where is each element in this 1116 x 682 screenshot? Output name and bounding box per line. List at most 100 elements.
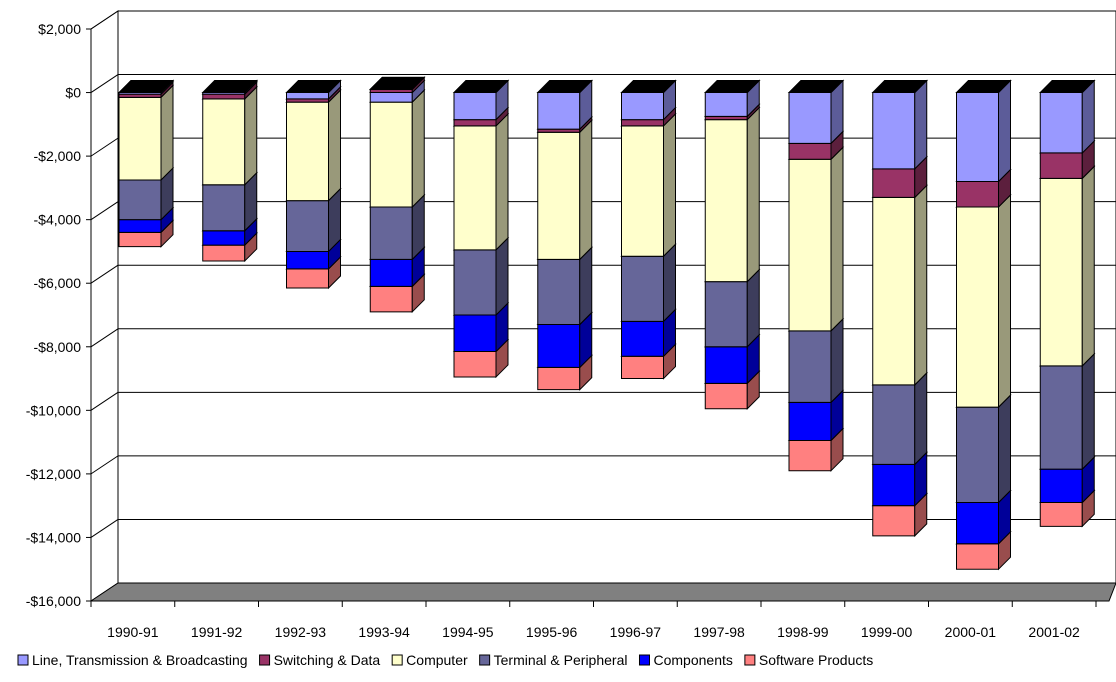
bar-front xyxy=(369,101,413,208)
bar-cap xyxy=(536,80,593,94)
legend-label: Line, Transmission & Broadcasting xyxy=(32,652,248,668)
bar-cap xyxy=(955,80,1012,94)
bar-cap xyxy=(369,76,426,90)
bar-front xyxy=(704,281,748,348)
bar-segment xyxy=(117,84,175,182)
bar-front xyxy=(872,92,916,170)
bar-front xyxy=(118,179,162,221)
gridline-side xyxy=(90,264,119,284)
bar-front xyxy=(537,324,581,368)
bar-segment xyxy=(285,88,342,202)
bar-side xyxy=(998,79,1011,183)
x-tick-label: 1996-97 xyxy=(610,624,662,640)
plot-area xyxy=(89,10,1116,602)
bar-front xyxy=(704,346,748,384)
bar-cap xyxy=(620,80,677,94)
bar-segment xyxy=(871,184,928,387)
x-tick-label: 1998-99 xyxy=(777,624,829,640)
y-tick-label: -$16,000 xyxy=(26,593,81,609)
bar-front xyxy=(872,384,916,465)
bar-side xyxy=(160,84,174,182)
gridline-side xyxy=(90,391,119,411)
bar-front xyxy=(788,158,832,332)
bar-front xyxy=(537,92,581,130)
x-tick-label: 1995-96 xyxy=(526,624,578,640)
bar-front xyxy=(369,258,413,287)
bar-stack xyxy=(536,79,593,391)
bar-side xyxy=(663,112,676,258)
gridline-side xyxy=(90,328,119,348)
legend-item: Software Products xyxy=(744,652,873,668)
bar-side xyxy=(830,317,844,404)
bar-front xyxy=(704,382,748,410)
bar-front xyxy=(621,320,664,357)
bar-front xyxy=(1039,501,1083,527)
bar-side xyxy=(663,243,676,323)
y-tick-label: $0 xyxy=(65,85,81,101)
gridline-side xyxy=(90,201,119,221)
legend-swatch xyxy=(479,654,491,666)
bar-stack xyxy=(704,79,761,410)
x-tick-label: 1997-98 xyxy=(693,624,745,640)
bar-front xyxy=(369,285,413,313)
legend-label: Terminal & Peripheral xyxy=(494,652,628,668)
bar-front xyxy=(788,401,832,442)
legend-label: Software Products xyxy=(759,652,873,668)
bar-front xyxy=(1039,365,1083,470)
bar-side xyxy=(495,236,509,317)
bar-side xyxy=(746,268,760,348)
bar-segment xyxy=(871,79,928,171)
bar-cap xyxy=(285,80,342,94)
bar-cap xyxy=(452,80,510,94)
bar-front xyxy=(118,231,162,248)
legend-swatch xyxy=(638,654,650,666)
bar-segment xyxy=(1039,165,1096,368)
bar-side xyxy=(495,112,509,252)
bar-cap xyxy=(871,80,928,94)
bar-front xyxy=(202,184,246,232)
y-tick-label: -$2,000 xyxy=(34,148,82,164)
bar-side xyxy=(579,246,593,326)
bar-segment xyxy=(955,79,1012,183)
y-tick-label: -$14,000 xyxy=(26,529,81,545)
bar-side xyxy=(914,184,928,387)
x-tick-label: 1992-93 xyxy=(275,624,327,640)
bar-stack xyxy=(285,79,342,290)
bar-front xyxy=(537,131,581,260)
bar-segment xyxy=(871,371,928,466)
side-wall xyxy=(90,10,119,602)
x-tick-label: 2001-02 xyxy=(1028,624,1080,640)
bar-front xyxy=(453,314,497,353)
legend-label: Switching & Data xyxy=(274,652,381,668)
bar-front xyxy=(956,501,999,545)
bar-front xyxy=(1039,177,1083,367)
bar-stack xyxy=(787,79,845,472)
bar-side xyxy=(328,88,341,202)
legend-swatch xyxy=(17,654,29,666)
bar-front xyxy=(286,92,329,100)
legend-swatch xyxy=(744,654,756,666)
bar-side xyxy=(1081,352,1095,471)
bar-stack xyxy=(452,79,510,379)
bar-front xyxy=(537,258,581,326)
bar-front xyxy=(704,119,748,283)
bar-segment xyxy=(955,193,1012,409)
bar-segment xyxy=(1039,352,1096,471)
bar-side xyxy=(998,393,1011,504)
bar-segment xyxy=(704,106,761,283)
bar-stack xyxy=(201,79,258,263)
bar-stack xyxy=(871,79,928,538)
y-tick-label: -$12,000 xyxy=(26,466,81,482)
bar-segment xyxy=(452,112,510,252)
bar-front xyxy=(1039,152,1083,179)
legend-label: Components xyxy=(653,652,732,668)
legend-item: Line, Transmission & Broadcasting xyxy=(17,652,248,668)
bar-front xyxy=(453,249,497,316)
bar-segment xyxy=(787,146,845,333)
gridline-side xyxy=(90,74,119,93)
bar-front xyxy=(202,244,246,262)
bar-front xyxy=(956,181,999,208)
bar-front xyxy=(286,268,329,289)
gridline-side xyxy=(90,137,119,157)
